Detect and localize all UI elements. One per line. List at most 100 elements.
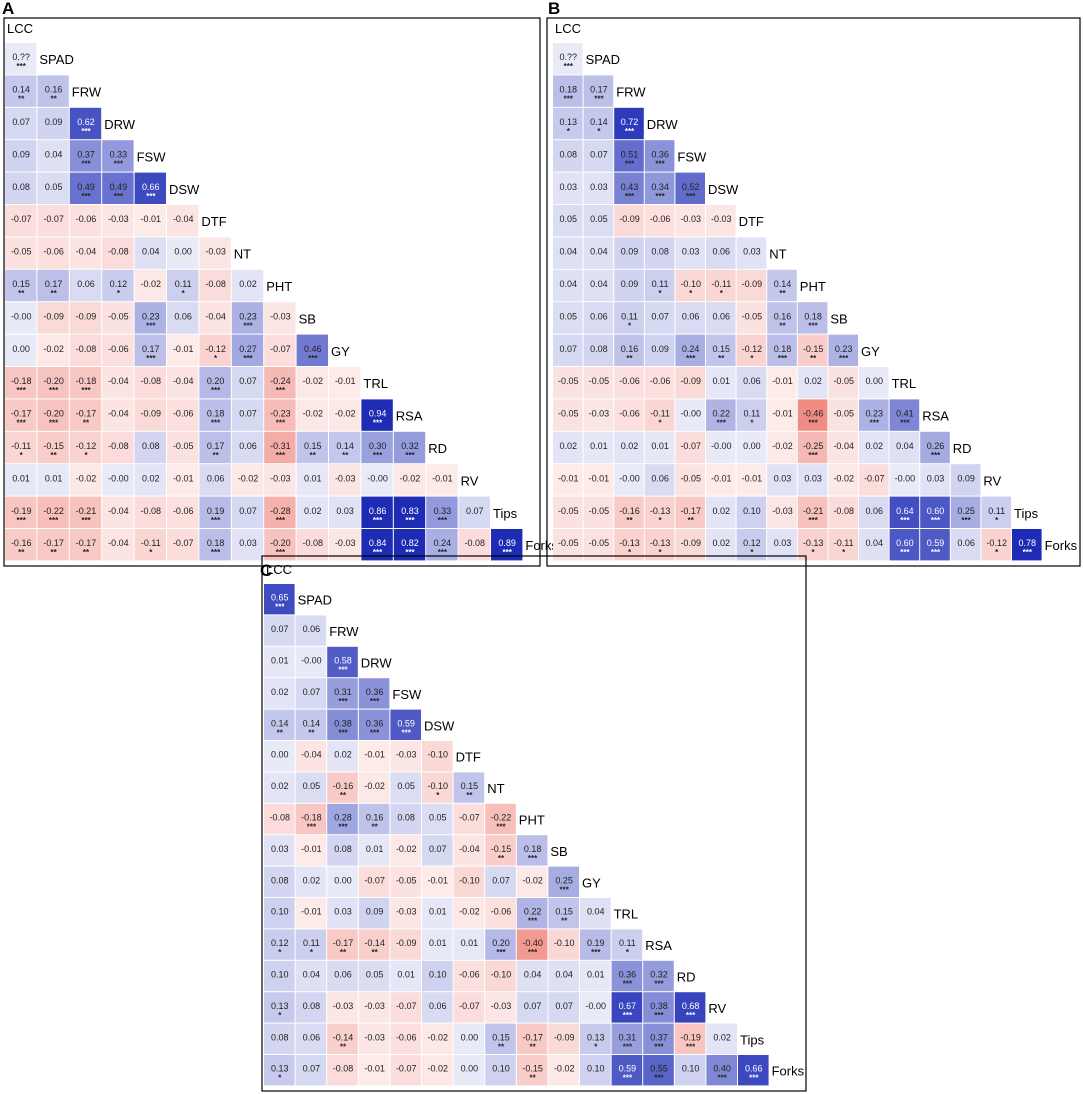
cell-value-label: 0.17 bbox=[142, 344, 160, 354]
heatmap-cell bbox=[611, 960, 643, 992]
cell-value-label: 0.38 bbox=[334, 718, 352, 728]
heatmap-cell bbox=[390, 929, 421, 960]
significance-label: * bbox=[597, 127, 601, 136]
heatmap-cell bbox=[393, 431, 426, 464]
heatmap-cell bbox=[736, 302, 767, 334]
significance-label: *** bbox=[402, 728, 412, 737]
cell-value-label: 0.?? bbox=[12, 52, 30, 62]
variable-label: TRL bbox=[892, 376, 917, 391]
cell-value-label: 0.02 bbox=[804, 376, 822, 386]
panel-letter: B bbox=[548, 0, 560, 18]
heatmap-cell bbox=[264, 529, 296, 561]
cell-value-label: -0.01 bbox=[428, 875, 449, 885]
cell-value-label: 0.34 bbox=[651, 182, 669, 192]
cell-value-label: -0.04 bbox=[833, 441, 854, 451]
significance-label: *** bbox=[405, 548, 415, 557]
significance-label: ** bbox=[626, 516, 633, 525]
cell-value-label: -0.00 bbox=[301, 656, 322, 666]
heatmap-cell bbox=[553, 205, 583, 237]
cell-value-label: 0.16 bbox=[621, 344, 639, 354]
heatmap-cell bbox=[644, 367, 675, 399]
heatmap-cell bbox=[516, 898, 548, 929]
significance-label: ** bbox=[308, 728, 315, 737]
cell-value-label: 0.58 bbox=[334, 656, 352, 666]
heatmap-cell bbox=[264, 399, 296, 431]
significance-label: ** bbox=[50, 95, 57, 104]
cell-value-label: 0.23 bbox=[866, 409, 884, 419]
variable-label: LCC bbox=[555, 21, 581, 36]
heatmap-cell bbox=[264, 464, 296, 496]
heatmap-cell bbox=[485, 898, 516, 929]
cell-value-label: 0.11 bbox=[175, 279, 192, 289]
cell-value-label: -0.02 bbox=[428, 1064, 449, 1074]
significance-label: ** bbox=[277, 728, 284, 737]
significance-label: *** bbox=[338, 728, 348, 737]
cell-value-label: 0.01 bbox=[651, 441, 669, 451]
heatmap-cell bbox=[706, 464, 736, 496]
significance-label: * bbox=[20, 451, 24, 460]
cell-value-label: -0.18 bbox=[11, 376, 32, 386]
cell-value-label: 0.01 bbox=[429, 938, 447, 948]
cell-value-label: -0.06 bbox=[619, 376, 640, 386]
heatmap-cell bbox=[102, 431, 134, 464]
cell-value-label: 0.06 bbox=[682, 311, 700, 321]
cell-value-label: 0.04 bbox=[45, 149, 63, 159]
cell-value-label: 0.18 bbox=[560, 85, 578, 95]
cell-value-label: 0.04 bbox=[590, 279, 608, 289]
cell-value-label: 0.13 bbox=[271, 1064, 289, 1074]
cell-value-label: -0.28 bbox=[270, 506, 291, 516]
cell-value-label: 0.07 bbox=[555, 1001, 573, 1011]
heatmap-cell bbox=[264, 1023, 295, 1054]
heatmap-cell bbox=[706, 334, 736, 366]
heatmap-cell bbox=[485, 992, 516, 1023]
cell-value-label: 0.04 bbox=[590, 247, 608, 257]
heatmap-cell bbox=[296, 367, 328, 399]
cell-value-label: 0.01 bbox=[713, 376, 731, 386]
significance-label: *** bbox=[778, 354, 788, 363]
heatmap-cell bbox=[767, 334, 797, 366]
cell-value-label: -0.02 bbox=[772, 441, 793, 451]
heatmap-cell bbox=[767, 367, 797, 399]
significance-label: ** bbox=[342, 451, 349, 460]
cell-value-label: -0.05 bbox=[396, 875, 417, 885]
cell-value-label: 0.16 bbox=[366, 813, 384, 823]
cell-value-label: -0.13 bbox=[803, 538, 824, 548]
panel-a: A LCC SPAD FRW DRW FSW DSW DTF NT PHT SB GY TRL RSA RD… bbox=[2, 0, 558, 567]
heatmap-cell bbox=[5, 205, 37, 237]
heatmap-cell bbox=[69, 367, 102, 399]
heatmap-cell bbox=[361, 431, 393, 464]
heatmap-cell bbox=[37, 140, 69, 172]
heatmap-cell bbox=[706, 1055, 737, 1086]
cell-value-label: -0.07 bbox=[270, 344, 291, 354]
cell-value-label: 0.01 bbox=[429, 907, 447, 917]
cell-value-label: -0.31 bbox=[270, 441, 291, 451]
cell-value-label: -0.05 bbox=[108, 311, 129, 321]
heatmap-cell bbox=[358, 929, 390, 960]
heatmap-cell bbox=[553, 529, 583, 561]
variable-label: RSA bbox=[645, 938, 672, 953]
cell-value-label: 0.36 bbox=[366, 718, 384, 728]
heatmap-cell bbox=[296, 431, 328, 464]
cell-value-label: -0.01 bbox=[301, 907, 322, 917]
heatmap-cell bbox=[134, 334, 166, 366]
heatmap-cell bbox=[422, 772, 453, 803]
cell-value-label: -0.12 bbox=[76, 441, 97, 451]
cell-value-label: 0.11 bbox=[652, 279, 669, 289]
heatmap-cell bbox=[485, 866, 516, 897]
cell-value-label: 0.06 bbox=[334, 970, 352, 980]
cell-value-label: 0.52 bbox=[682, 182, 700, 192]
cell-value-label: 0.00 bbox=[271, 750, 289, 760]
heatmap-cell bbox=[485, 1023, 516, 1054]
heatmap-cell bbox=[491, 529, 523, 561]
heatmap-cell bbox=[5, 172, 37, 204]
panel-frame bbox=[3, 17, 541, 567]
heatmap-cell bbox=[889, 431, 920, 464]
cell-value-label: -0.04 bbox=[301, 750, 322, 760]
cell-value-label: -0.09 bbox=[554, 1032, 575, 1042]
heatmap-cell bbox=[453, 1055, 485, 1086]
heatmap-cell bbox=[167, 205, 199, 237]
heatmap-cell bbox=[231, 334, 264, 366]
heatmap-cell bbox=[611, 1023, 643, 1054]
heatmap-cell bbox=[102, 237, 134, 269]
cell-value-label: 0.02 bbox=[271, 781, 289, 791]
